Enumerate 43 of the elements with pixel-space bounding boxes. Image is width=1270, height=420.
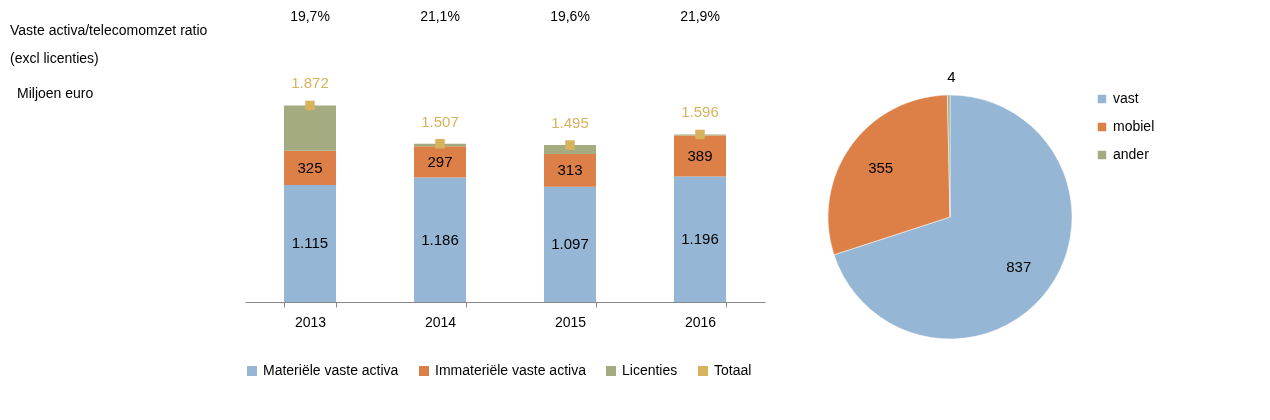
annotation: 19,7%: [290, 8, 330, 24]
x-tick-label: 2015: [554, 313, 587, 330]
annotation: 21,9%: [680, 8, 720, 24]
point: [305, 100, 315, 111]
data-label: 325: [297, 158, 323, 176]
data-label: 1.186: [421, 230, 459, 248]
data-label: 837: [1006, 257, 1032, 275]
annotation: 21,1%: [420, 8, 460, 24]
data-label: 1.495: [551, 114, 589, 132]
x-tick-label: 2014: [424, 313, 457, 330]
data-label: 1.097: [551, 235, 589, 253]
data-label: 355: [868, 158, 894, 176]
text: Vaste activa/telecomomzet ratio (excl licenties): [10, 22, 208, 66]
point: [565, 140, 575, 150]
y-axis-title: Miljoen euro: [17, 85, 94, 101]
data-label: 1.115: [291, 234, 329, 252]
x-tick-label: 2016: [684, 313, 717, 330]
data-label: 389: [687, 147, 713, 164]
legend-label: Immateriële vaste activa: [435, 362, 587, 378]
annotation: 19,6%: [550, 8, 590, 24]
legend-label: Totaal: [714, 362, 752, 378]
legend-label: Licenties: [622, 362, 678, 378]
legend-label: ander: [1113, 146, 1150, 162]
data-label: 1.196: [681, 230, 719, 248]
point: [695, 129, 705, 140]
bar: [544, 186, 596, 302]
bar: [284, 184, 336, 302]
legend-label: Materiële vaste activa: [263, 362, 399, 378]
bar: [544, 153, 596, 187]
legend-label: mobiel: [1113, 118, 1155, 134]
point: [435, 139, 445, 149]
bar: [674, 176, 726, 302]
bar: [414, 177, 466, 302]
bar: [284, 105, 336, 151]
data-label: 4: [947, 68, 956, 86]
bar: [284, 150, 336, 185]
x-tick-label: 2013: [294, 313, 327, 330]
data-label: 313: [557, 161, 583, 179]
data-label: 297: [427, 152, 453, 170]
data-label: 1.872: [291, 74, 329, 92]
legend-label: vast: [1113, 90, 1139, 106]
data-label: 1.596: [681, 103, 719, 121]
data-label: 1.507: [421, 112, 459, 130]
